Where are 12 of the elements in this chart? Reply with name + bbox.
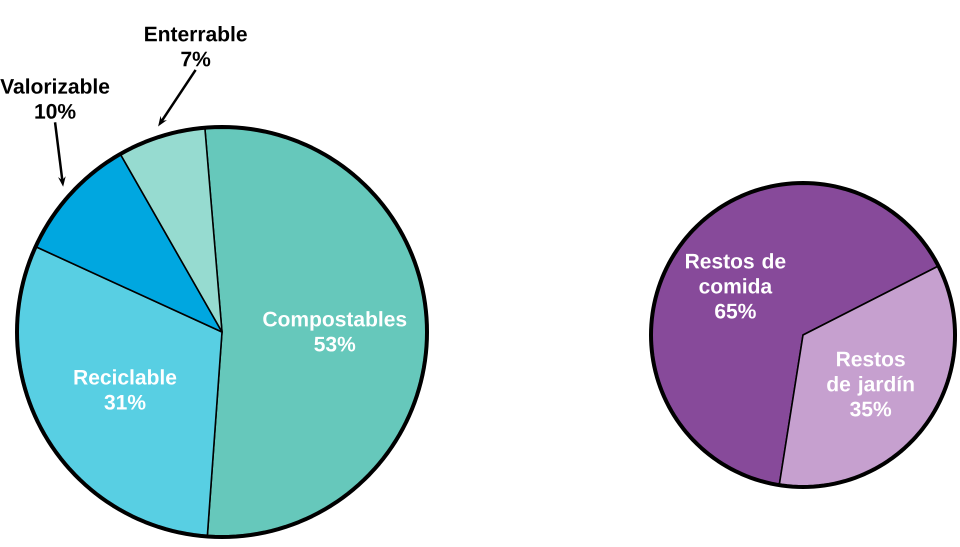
slice-label: Restos de jardín — [827, 352, 914, 396]
data-label: 7% — [181, 52, 210, 66]
slice-label: Restos de comida — [686, 253, 786, 294]
data-label: 65% — [715, 304, 756, 319]
data-label: 35% — [850, 402, 892, 416]
slice-label: Compostables — [263, 311, 406, 331]
slice-label: Valorizable — [0, 78, 110, 94]
slice-label: Enterrable — [145, 26, 247, 42]
data-label: 31% — [104, 394, 146, 410]
slice-label: Reciclable — [74, 369, 176, 385]
data-label: 10% — [35, 104, 76, 119]
data-label: 53% — [314, 336, 356, 352]
